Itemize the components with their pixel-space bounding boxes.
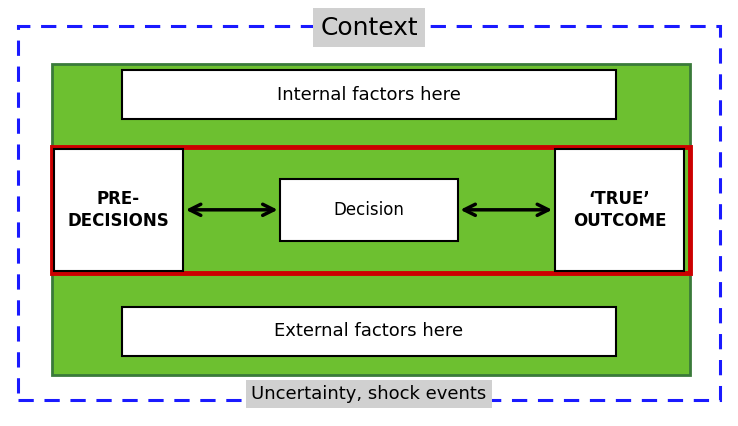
Text: Context: Context: [320, 16, 418, 40]
Text: External factors here: External factors here: [275, 322, 463, 340]
Bar: [280, 179, 458, 241]
Text: Decision: Decision: [334, 201, 404, 219]
Text: PRE-
DECISIONS: PRE- DECISIONS: [68, 190, 169, 230]
Bar: [52, 147, 690, 273]
Text: ‘TRUE’
OUTCOME: ‘TRUE’ OUTCOME: [573, 190, 666, 230]
Bar: [122, 307, 616, 356]
Bar: [52, 64, 690, 375]
Bar: [555, 149, 684, 271]
Bar: [54, 149, 183, 271]
Bar: [122, 70, 616, 119]
Text: Internal factors here: Internal factors here: [277, 86, 461, 104]
Bar: [18, 26, 720, 400]
Text: Uncertainty, shock events: Uncertainty, shock events: [252, 385, 486, 403]
